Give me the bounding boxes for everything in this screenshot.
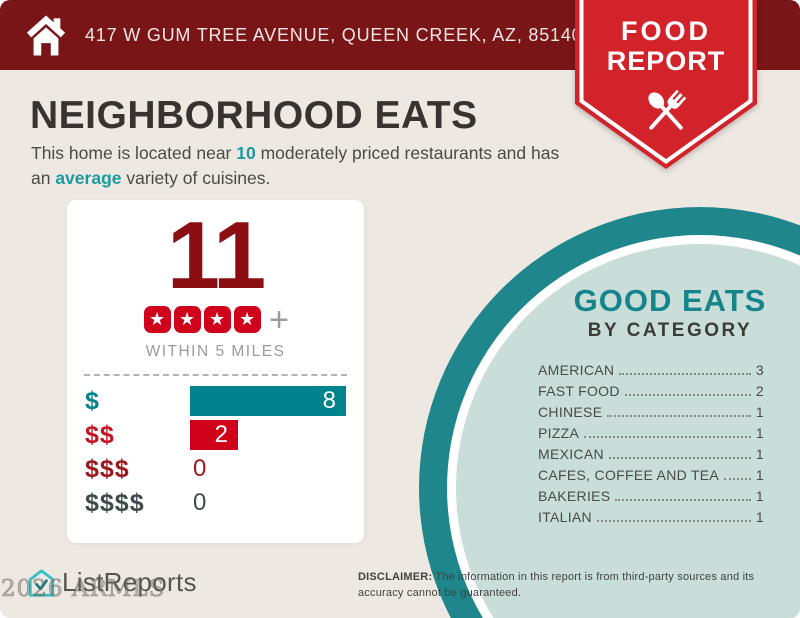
category-count: 1: [755, 425, 764, 441]
property-address: 417 W GUM TREE AVENUE, QUEEN CREEK, AZ, …: [85, 24, 583, 45]
summary-text: This home is located near 10 moderately …: [31, 141, 576, 190]
category-row: BAKERIES 1: [538, 483, 764, 504]
disclaimer: DISCLAIMER: The information in this repo…: [358, 570, 780, 601]
price-bar: 2: [190, 420, 238, 450]
category-count: 2: [755, 383, 764, 399]
category-row: CAFES, COFFEE AND TEA 1: [538, 462, 764, 483]
category-row: PIZZA 1: [538, 420, 764, 441]
summary-seg2: moderately priced restaurants and has an: [31, 143, 560, 188]
dotted-leader: [724, 478, 751, 480]
page-title: NEIGHBORHOOD EATS: [30, 94, 478, 137]
star-icon: ★: [233, 306, 261, 333]
category-row: MEXICAN 1: [538, 441, 764, 462]
price-bar: 8: [190, 386, 346, 416]
category-list: AMERICAN 3 FAST FOOD 2 CHINESE 1 PIZZA 1 MEXICAN…: [538, 357, 764, 525]
category-row: AMERICAN 3: [538, 357, 764, 378]
category-name: AMERICAN: [538, 362, 615, 378]
price-bar-track: 8: [190, 386, 348, 416]
category-row: FAST FOOD 2: [538, 378, 764, 399]
price-row: $8: [85, 386, 348, 416]
ribbon-line2: REPORT: [606, 46, 726, 76]
listreports-wordmark: ListReports: [62, 567, 197, 597]
price-zero-value: 0: [193, 489, 207, 516]
category-count: 1: [755, 404, 764, 420]
category-row: CHINESE 1: [538, 399, 764, 420]
category-row: ITALIAN 1: [538, 504, 764, 525]
summary-variety-highlight: average: [55, 167, 122, 188]
price-row: $$ 2: [85, 420, 348, 450]
plus-sign: +: [269, 300, 289, 339]
price-label: $: [85, 386, 100, 415]
listreports-house-icon: [28, 568, 55, 598]
category-name: MEXICAN: [538, 446, 604, 462]
price-bar-track: 0: [190, 488, 348, 518]
star-badges: ★ ★ ★ ★: [142, 306, 262, 333]
dotted-leader: [624, 394, 751, 396]
price-zero-value: 0: [193, 455, 207, 482]
listreports-logo: ListReports: [28, 567, 197, 598]
category-name: CAFES, COFFEE AND TEA: [538, 467, 720, 483]
dotted-leader: [615, 499, 751, 501]
price-label: $$$$: [85, 488, 145, 517]
category-name: CHINESE: [538, 404, 603, 420]
dashed-divider: [84, 374, 347, 376]
ribbon-shape: [575, 0, 757, 169]
restaurant-stats-card: 11 ★ ★ ★ ★ + WITHIN 5 MILES $8 $$ 2 $$$ 0 $$$$ 0: [67, 200, 364, 543]
good-eats-title: GOOD EATS: [573, 283, 767, 318]
food-report-ribbon: FOOD REPORT: [575, 0, 757, 174]
star-icon: ★: [143, 306, 171, 333]
good-eats-subtitle: BY CATEGORY: [587, 320, 753, 341]
price-label: $$$: [85, 454, 130, 483]
category-name: BAKERIES: [538, 488, 611, 504]
price-bar-track: 2: [190, 420, 348, 450]
ribbon-line1: FOOD: [621, 16, 711, 46]
good-eats-panel: GOOD EATS BY CATEGORY AMERICAN 3 FAST FOOD…: [520, 283, 800, 525]
price-label: $$: [85, 420, 115, 449]
disclaimer-label: DISCLAIMER:: [358, 571, 433, 583]
category-count: 1: [755, 509, 764, 525]
star-rating: ★ ★ ★ ★ +: [67, 300, 364, 339]
dotted-leader: [584, 436, 751, 438]
dotted-leader: [608, 457, 751, 459]
restaurant-count: 11: [166, 202, 266, 309]
category-count: 3: [755, 362, 764, 378]
category-name: ITALIAN: [538, 509, 592, 525]
category-name: PIZZA: [538, 425, 580, 441]
summary-seg3: variety of cuisines.: [121, 167, 271, 188]
disclaimer-text: The information in this report is from t…: [358, 571, 755, 599]
ribbon-title: FOOD REPORT: [575, 16, 757, 76]
armls-watermark: 2026 ARMLS: [1, 576, 166, 603]
dotted-leader: [619, 373, 751, 375]
price-bars: $8 $$ 2 $$$ 0 $$$$ 0: [85, 386, 348, 518]
dotted-leader: [607, 415, 751, 417]
star-icon: ★: [203, 306, 231, 333]
home-icon: [25, 13, 67, 58]
category-count: 1: [755, 446, 764, 462]
summary-count-highlight: 10: [236, 143, 256, 163]
price-row: $$$$ 0: [85, 488, 348, 518]
dotted-leader: [596, 520, 751, 522]
price-bar-track: 0: [190, 454, 348, 484]
radius-label: WITHIN 5 MILES: [145, 343, 286, 360]
category-count: 1: [755, 488, 764, 504]
star-icon: ★: [173, 306, 201, 333]
category-count: 1: [755, 467, 764, 483]
category-name: FAST FOOD: [538, 383, 620, 399]
price-row: $$$ 0: [85, 454, 348, 484]
summary-seg1: This home is located near: [31, 143, 237, 163]
